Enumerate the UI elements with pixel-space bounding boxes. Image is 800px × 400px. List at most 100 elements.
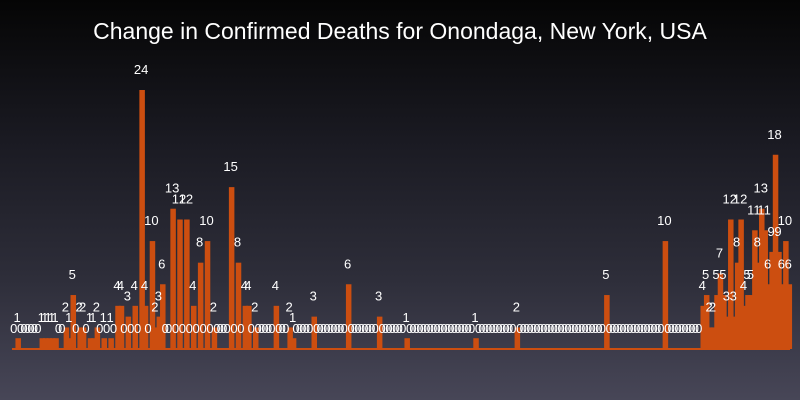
data-label: 0 [206, 321, 213, 336]
data-label: 0 [248, 321, 255, 336]
data-label: 0 [389, 321, 396, 336]
bar [514, 327, 521, 349]
data-label: 0 [220, 321, 227, 336]
bar [91, 338, 97, 349]
data-label: 1 [106, 310, 113, 325]
baseline [12, 348, 790, 350]
bar [700, 305, 707, 349]
chart-title: Change in Confirmed Deaths for Onondaga,… [93, 18, 707, 44]
data-label: 0 [685, 321, 692, 336]
data-label: 3 [310, 289, 317, 304]
data-label: 11 [757, 202, 771, 217]
data-label: 15 [223, 159, 237, 174]
data-label: 0 [10, 321, 17, 336]
data-label: 0 [537, 321, 544, 336]
data-label: 3 [155, 289, 162, 304]
data-label: 0 [444, 321, 451, 336]
data-label: 0 [540, 321, 547, 336]
data-label: 5 [747, 267, 754, 282]
bar [149, 241, 156, 349]
data-label: 0 [127, 321, 134, 336]
bar [707, 327, 713, 349]
data-label: 0 [492, 321, 499, 336]
bar [738, 219, 744, 349]
bar [755, 262, 762, 349]
data-label: 0 [144, 321, 151, 336]
data-label: 0 [261, 321, 268, 336]
bar [115, 305, 121, 349]
bar [745, 295, 751, 349]
data-label: 8 [733, 235, 740, 250]
data-label: 6 [764, 256, 771, 271]
data-label: 0 [413, 321, 420, 336]
data-label: 0 [323, 321, 330, 336]
bar [125, 316, 132, 350]
data-label: 0 [633, 321, 640, 336]
data-label: 10 [199, 213, 213, 228]
bar [786, 284, 793, 349]
data-label: 0 [523, 321, 530, 336]
data-label: 0 [217, 321, 224, 336]
data-label: 9 [774, 224, 781, 239]
data-label: 1 [403, 310, 410, 325]
data-label: 0 [582, 321, 589, 336]
data-label: 5 [602, 267, 609, 282]
data-label: 0 [299, 321, 306, 336]
bar [39, 338, 46, 349]
data-label: 6 [778, 256, 785, 271]
bar [46, 338, 52, 349]
bar [242, 305, 249, 349]
bar [42, 338, 49, 349]
bar [139, 90, 145, 349]
data-label: 0 [372, 321, 379, 336]
data-label: 11 [747, 202, 761, 217]
data-label: 0 [613, 321, 620, 336]
data-label: 0 [644, 321, 651, 336]
data-label: 8 [234, 235, 241, 250]
bar [728, 219, 734, 349]
data-label: 0 [416, 321, 423, 336]
data-label: 0 [193, 321, 200, 336]
data-label: 24 [134, 62, 148, 77]
data-label: 0 [320, 321, 327, 336]
data-label: 0 [688, 321, 695, 336]
data-label: 5 [69, 267, 76, 282]
data-label: 0 [392, 321, 399, 336]
data-label: 0 [120, 321, 127, 336]
data-label: 0 [396, 321, 403, 336]
bar [714, 295, 720, 349]
data-label: 4 [740, 278, 747, 293]
data-label: 1 [45, 310, 52, 325]
data-label: 0 [58, 321, 65, 336]
data-label: 9 [767, 224, 774, 239]
data-label: 0 [230, 321, 237, 336]
data-label: 0 [616, 321, 623, 336]
bar [765, 284, 772, 349]
data-label: 0 [640, 321, 647, 336]
bar [101, 338, 108, 349]
bar [191, 305, 197, 349]
data-label: 0 [110, 321, 117, 336]
bar [77, 327, 83, 349]
bar [404, 338, 410, 349]
bar [184, 219, 190, 349]
data-label: 1 [65, 310, 72, 325]
data-label: 4 [244, 278, 251, 293]
data-label: 0 [623, 321, 630, 336]
bar [762, 230, 768, 349]
data-label: 5 [712, 267, 719, 282]
data-label: 0 [361, 321, 368, 336]
data-label: 13 [754, 181, 768, 196]
bar [63, 327, 70, 349]
bar [204, 241, 211, 349]
data-label: 0 [675, 321, 682, 336]
data-label: 0 [454, 321, 461, 336]
data-label: 0 [96, 321, 103, 336]
data-label: 0 [468, 321, 475, 336]
bar [118, 305, 125, 349]
data-label: 0 [327, 321, 334, 336]
data-label: 0 [692, 321, 699, 336]
data-label: 1 [48, 310, 55, 325]
data-label: 0 [224, 321, 231, 336]
